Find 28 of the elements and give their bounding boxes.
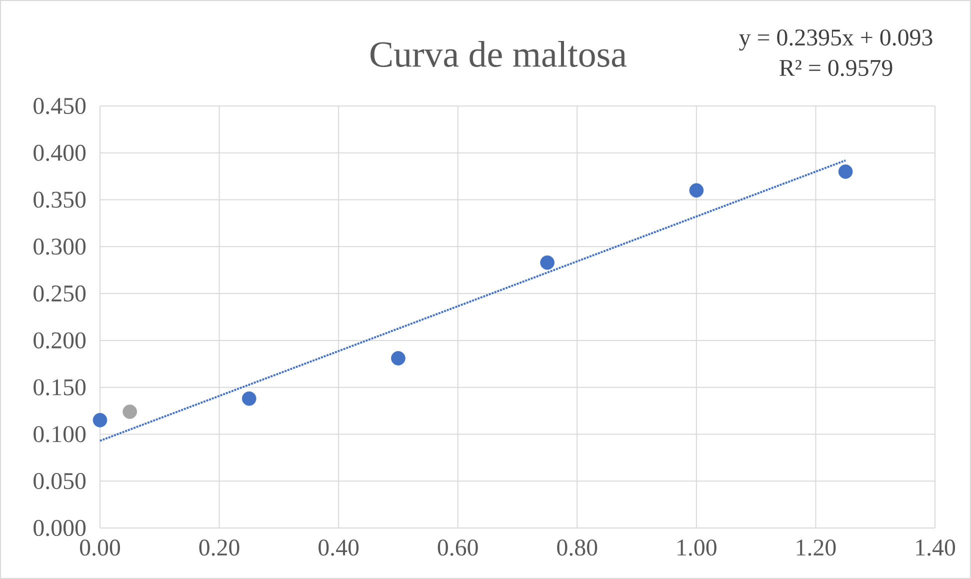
x-tick-label: 0.40 — [318, 540, 359, 556]
point — [242, 391, 256, 406]
x-tick-label: 1.20 — [796, 540, 836, 556]
x-tick-label: 1.00 — [678, 540, 716, 556]
text: R² = 0.9579 — [780, 60, 892, 76]
y-tick-label: 0.450 — [34, 98, 86, 114]
y-tick-label: 0.100 — [34, 426, 86, 442]
x-tick-label: 0.00 — [80, 540, 120, 556]
y-tick-label: 0.250 — [34, 285, 86, 302]
x-tick-label: 0.80 — [557, 540, 598, 556]
point — [838, 164, 853, 179]
y-tick-label: 0.050 — [34, 472, 86, 490]
y-tick-label: 0.150 — [34, 379, 86, 396]
y-tick-label: 0.400 — [34, 144, 86, 162]
point — [122, 404, 137, 419]
point — [391, 351, 406, 366]
y-tick-label: 0.300 — [34, 238, 86, 255]
y-tick-label: 0.000 — [34, 520, 86, 536]
point — [540, 255, 554, 270]
y-tick-label: 0.200 — [34, 332, 86, 349]
x-tick-label: 0.60 — [438, 540, 478, 556]
text: y = 0.2395x + 0.093 — [739, 29, 932, 51]
x-tick-label: 0.20 — [199, 540, 240, 556]
x-tick-label: 1.40 — [916, 540, 956, 556]
point — [689, 183, 704, 198]
point — [92, 412, 108, 428]
chart-title: Curva de maltosa — [370, 41, 627, 67]
y-tick-label: 0.350 — [34, 192, 86, 208]
